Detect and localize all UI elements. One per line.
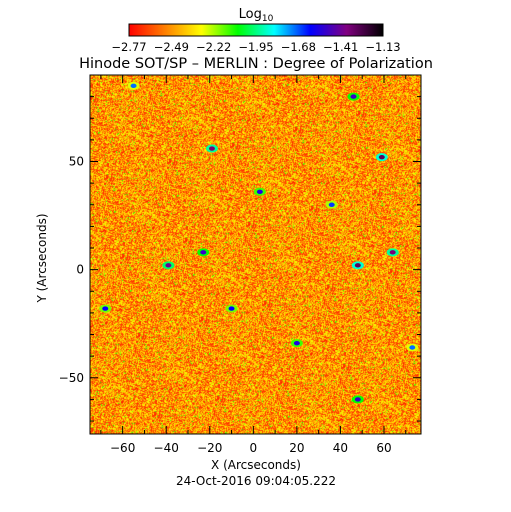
colorbar-label: Log10 [239,7,274,24]
colorbar: Log10 −2.77 −2.49 −2.22 −1.95 −1.68 −1.41 −1.1… [111,7,400,54]
y-axis-label: Y (Arcseconds) [35,213,49,303]
x-tick-label: 20 [289,441,304,455]
plot-frame [89,74,422,435]
x-axis: −60 −40 −20 0 20 40 60 [100,75,407,455]
feature-core [354,263,361,268]
colorbar-tick-label: −1.68 [281,40,316,54]
colorbar-tick-label: −1.95 [238,40,273,54]
x-tick-label: −40 [154,441,179,455]
feature-core [409,345,416,350]
feature-core [130,83,137,89]
x-tick-label: −20 [197,441,222,455]
x-tick-label: −60 [110,441,135,455]
feature-core [328,202,335,207]
feature-marks [99,81,419,404]
x-tick-label: 0 [250,441,258,455]
colorbar-label-base: Log [239,7,262,22]
colorbar-ticks: −2.77 −2.49 −2.22 −1.95 −1.68 −1.41 −1.13 [111,40,400,54]
feature-core [256,189,263,194]
feature-core [354,397,361,402]
colorbar-tick-label: −1.41 [323,40,358,54]
feature-core [389,250,396,255]
x-axis-label: X (Arcseconds) [211,458,301,472]
y-tick-label: 0 [76,263,84,277]
feature-core [228,306,235,311]
colorbar-gradient [128,23,384,37]
colorbar-tick-label: −2.77 [111,40,146,54]
colorbar-tick-label: −2.49 [154,40,189,54]
heatmap-image [90,75,421,434]
feature-core [293,340,300,346]
y-axis: −50 0 50 [59,96,421,422]
feature-core [350,94,357,99]
y-tick-label: 50 [69,155,84,169]
feature-core [165,263,172,268]
feature-core [378,154,385,160]
y-tick-label: −50 [59,371,84,385]
colorbar-tick-label: −1.13 [365,40,400,54]
feature-core [200,250,207,255]
colorbar-label-sub: 10 [262,14,274,24]
x-tick-label: 40 [333,441,348,455]
colorbar-tick-label: −2.22 [196,40,231,54]
feature-core [208,146,215,151]
timestamp: 24-Oct-2016 09:04:05.222 [176,474,336,488]
chart-title: Hinode SOT/SP – MERLIN : Degree of Polar… [79,56,433,72]
x-tick-label: 60 [376,441,391,455]
feature-core [102,306,109,311]
